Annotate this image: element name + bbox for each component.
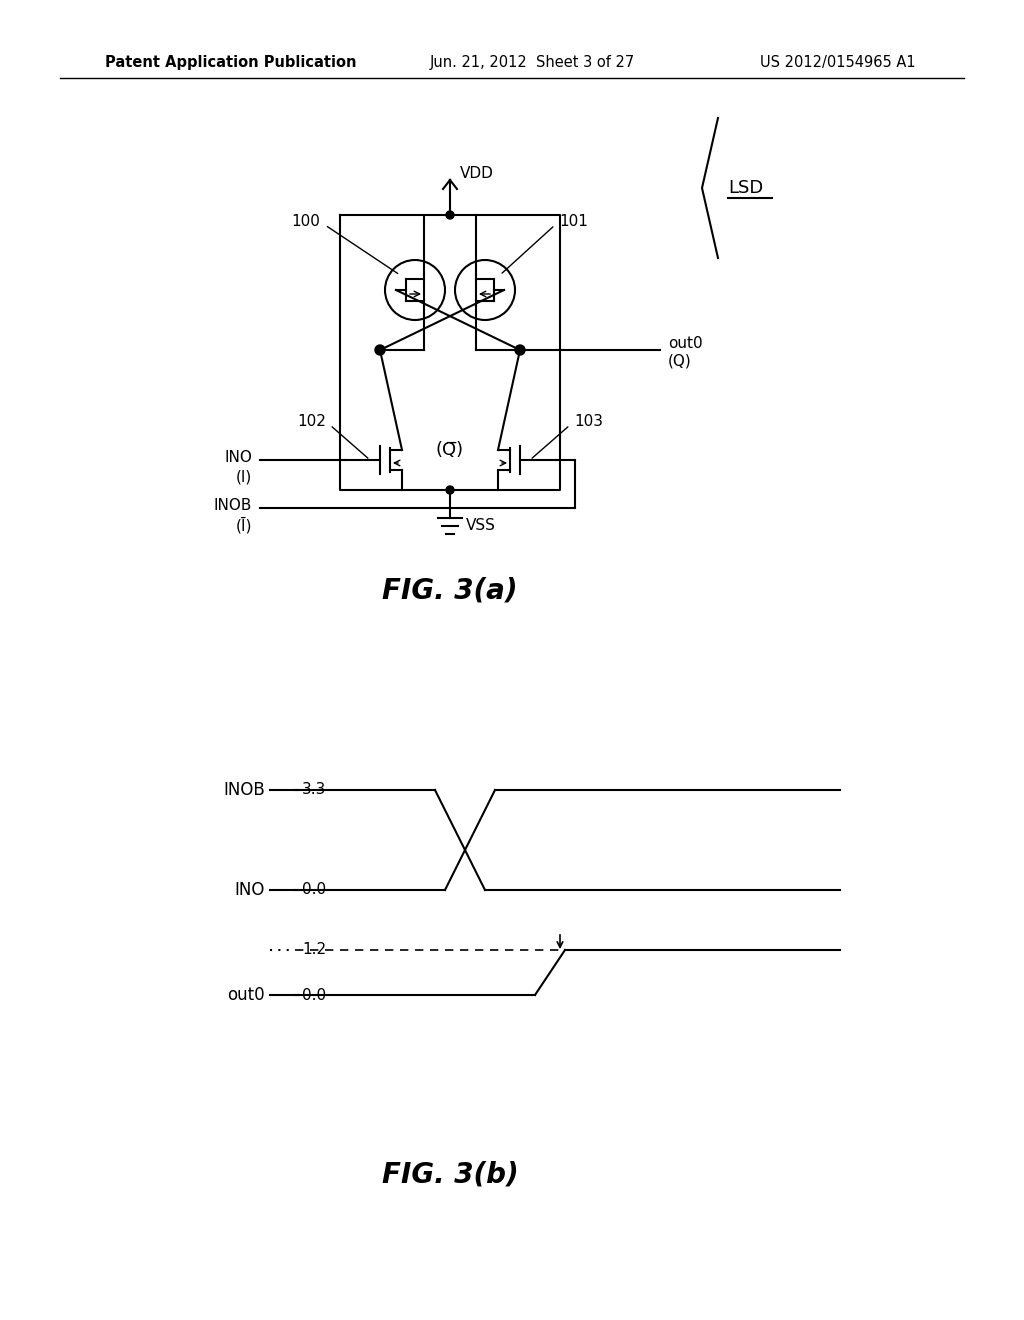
- Text: VSS: VSS: [466, 517, 496, 532]
- Text: 100: 100: [291, 214, 319, 230]
- Text: Patent Application Publication: Patent Application Publication: [105, 54, 356, 70]
- Text: (Q): (Q): [668, 354, 692, 368]
- Text: (I): (I): [236, 470, 252, 484]
- Text: 102: 102: [297, 414, 326, 429]
- Circle shape: [515, 345, 525, 355]
- Text: US 2012/0154965 A1: US 2012/0154965 A1: [760, 54, 915, 70]
- Text: (Q̅): (Q̅): [436, 441, 464, 459]
- Text: LSD: LSD: [728, 180, 763, 197]
- Circle shape: [446, 211, 454, 219]
- Text: Jun. 21, 2012  Sheet 3 of 27: Jun. 21, 2012 Sheet 3 of 27: [430, 54, 635, 70]
- Text: INOB: INOB: [223, 781, 265, 799]
- Text: INOB: INOB: [214, 499, 252, 513]
- Text: 1.2: 1.2: [302, 942, 326, 957]
- Text: 0.0: 0.0: [302, 987, 326, 1002]
- Circle shape: [446, 486, 454, 494]
- Text: FIG. 3(b): FIG. 3(b): [382, 1162, 518, 1189]
- Text: 103: 103: [574, 414, 603, 429]
- Text: 3.3: 3.3: [302, 783, 327, 797]
- Text: 0.0: 0.0: [302, 883, 326, 898]
- Text: out0: out0: [668, 335, 702, 351]
- Text: FIG. 3(a): FIG. 3(a): [382, 576, 518, 605]
- Text: VDD: VDD: [460, 165, 494, 181]
- Text: (Ī): (Ī): [236, 516, 252, 533]
- Circle shape: [375, 345, 385, 355]
- Text: INO: INO: [224, 450, 252, 466]
- Text: out0: out0: [227, 986, 265, 1005]
- Text: INO: INO: [234, 880, 265, 899]
- Text: 101: 101: [559, 214, 588, 230]
